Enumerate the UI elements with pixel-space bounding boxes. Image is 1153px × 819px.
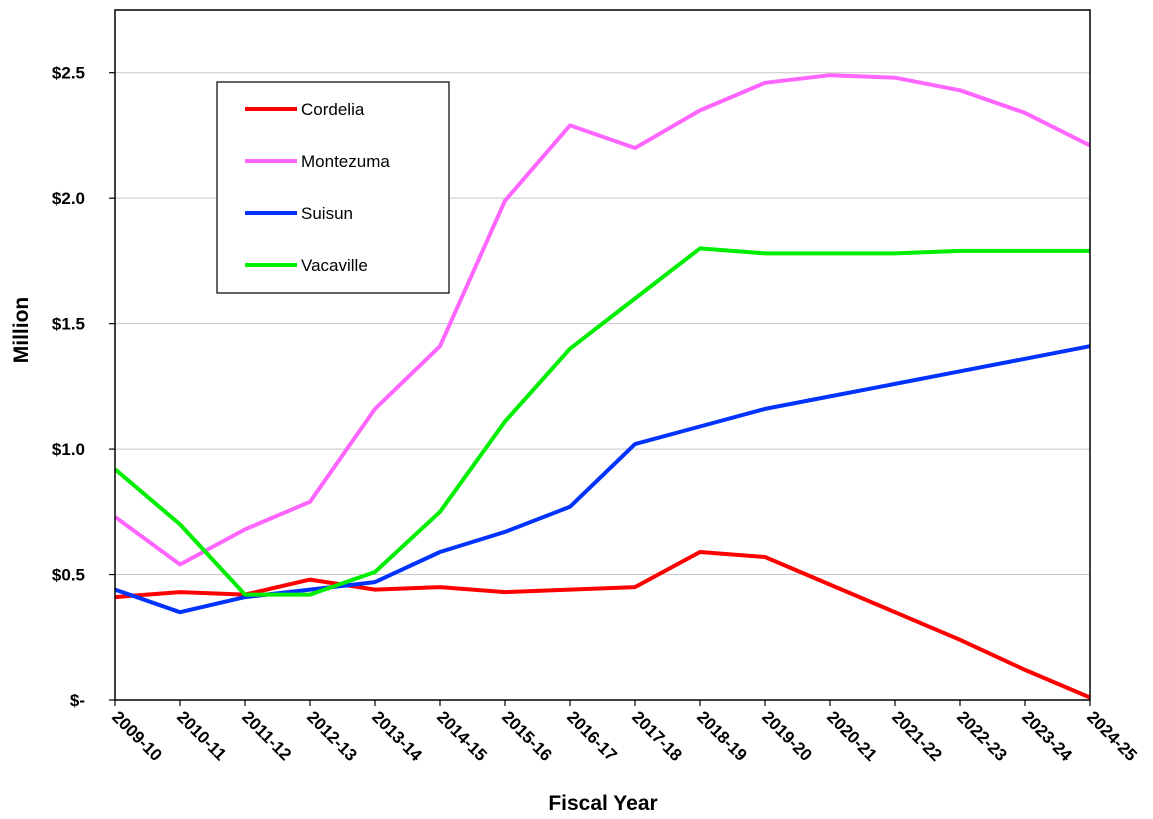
y-tick-label: $1.0	[52, 440, 85, 459]
x-tick-label: 2020-21	[823, 707, 881, 765]
x-tick-label: 2022-23	[953, 707, 1011, 765]
series-line-suisun	[114, 344, 1091, 615]
legend: Cordelia Montezuma Suisun Vacaville	[216, 81, 450, 294]
legend-box	[216, 81, 450, 294]
y-tick-label: $-	[70, 691, 85, 710]
series-lines	[113, 73, 1091, 700]
y-axis-ticks: $- $0.5 $1.0 $1.5 $2.0 $2.5	[52, 64, 115, 710]
x-axis-title: Fiscal Year	[548, 792, 657, 815]
legend-label-montezuma: Montezuma	[301, 152, 390, 171]
x-tick-label: 2016-17	[563, 707, 621, 765]
x-tick-label: 2014-15	[433, 707, 491, 765]
x-tick-label: 2015-16	[498, 707, 556, 765]
x-tick-label: 2019-20	[758, 707, 816, 765]
x-tick-label: 2021-22	[888, 707, 946, 765]
series-line-cordelia	[114, 550, 1091, 700]
legend-label-suisun: Suisun	[301, 204, 353, 223]
y-tick-label: $0.5	[52, 566, 85, 585]
x-tick-label: 2017-18	[628, 707, 686, 765]
series-line-montezuma	[113, 73, 1091, 567]
x-tick-label: 2023-24	[1018, 707, 1076, 765]
x-tick-label: 2010-11	[173, 707, 230, 764]
y-tick-label: $2.0	[52, 189, 85, 208]
y-tick-label: $1.5	[52, 315, 85, 334]
y-axis-title: Million	[10, 297, 33, 364]
legend-label-cordelia: Cordelia	[301, 100, 365, 119]
x-tick-label: 2012-13	[303, 707, 361, 765]
x-axis-ticks: 2009-10 2010-11 2011-12 2012-13 2013-14 2014-…	[108, 700, 1141, 765]
x-tick-label: 2018-19	[693, 707, 751, 765]
legend-label-vacaville: Vacaville	[301, 256, 368, 275]
plot-area-frame	[114, 9, 1091, 701]
x-tick-label: 2009-10	[108, 707, 166, 765]
x-tick-label: 2011-12	[238, 707, 295, 764]
x-tick-label: 2013-14	[368, 707, 426, 765]
x-tick-label: 2024-25	[1083, 707, 1141, 765]
series-line-vacaville	[113, 246, 1090, 597]
y-tick-label: $2.5	[52, 64, 85, 83]
